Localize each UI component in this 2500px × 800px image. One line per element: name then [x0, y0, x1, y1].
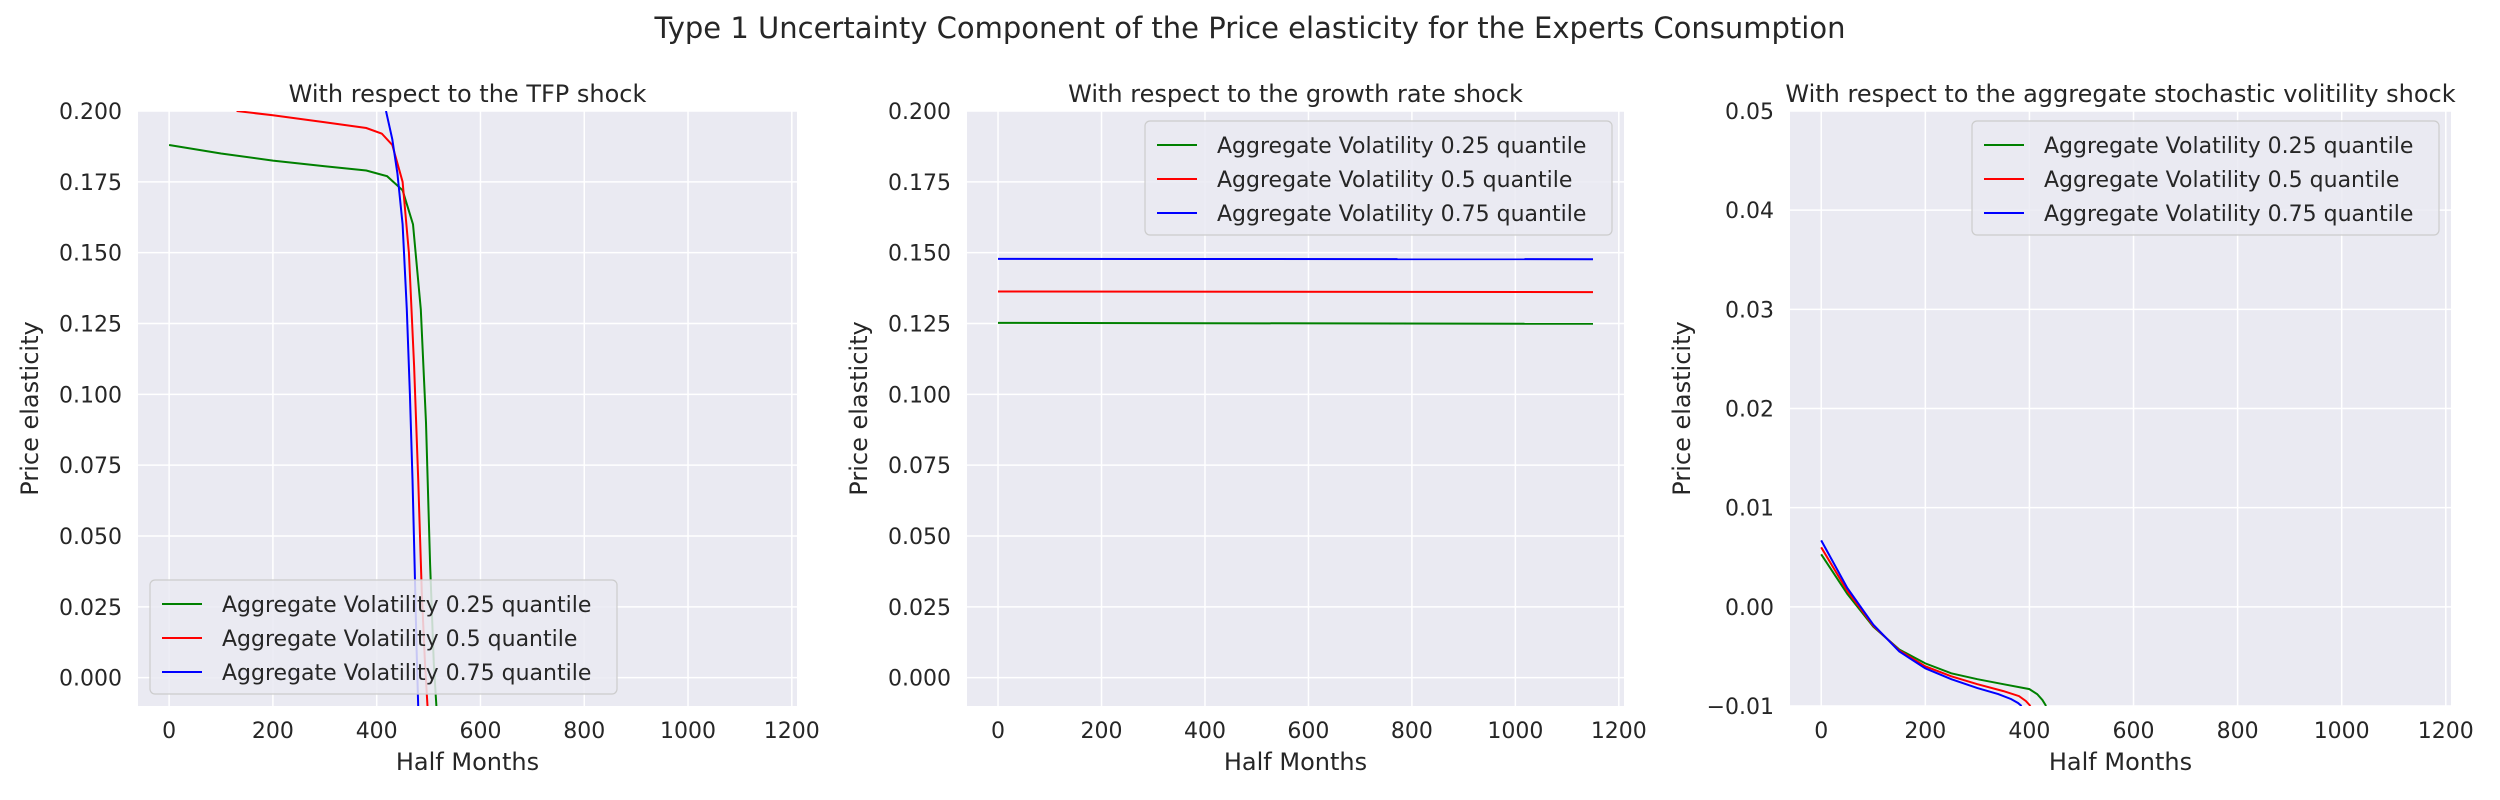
y-tick-label: 0.200 — [888, 100, 951, 125]
x-tick-label: 800 — [2217, 719, 2259, 744]
x-tick-label: 200 — [1081, 719, 1123, 744]
legend-entry: Aggregate Volatility 0.5 quantile — [222, 627, 577, 652]
y-axis-label: Price elasticity — [1668, 321, 1696, 495]
x-tick-label: 200 — [252, 719, 294, 744]
x-tick-label: 1000 — [1487, 719, 1543, 744]
y-tick-label: 0.075 — [888, 454, 951, 479]
figure-title: Type 1 Uncertainty Component of the Pric… — [654, 11, 1846, 45]
y-tick-label: 0.000 — [59, 667, 122, 692]
legend-entry: Aggregate Volatility 0.25 quantile — [2044, 134, 2413, 159]
legend-entry: Aggregate Volatility 0.25 quantile — [222, 593, 591, 618]
y-tick-label: 0.02 — [1725, 398, 1774, 423]
series-line — [997, 321, 1594, 325]
legend-entry: Aggregate Volatility 0.5 quantile — [1217, 168, 1572, 193]
y-tick-label: 0.100 — [59, 383, 122, 408]
y-tick-label: 0.050 — [888, 525, 951, 550]
y-tick-label: −0.01 — [1707, 695, 1774, 720]
x-tick-label: 600 — [2113, 719, 2155, 744]
y-tick-label: 0.04 — [1725, 199, 1774, 224]
y-axis-label: Price elasticity — [845, 321, 873, 495]
series-line — [1820, 539, 2023, 706]
x-tick-label: 1200 — [2418, 719, 2474, 744]
panel-volatility-shock: 0 200 400 600 800 1000 1200 −0.01 0.00 0.01 0.02 0.… — [1668, 80, 2474, 776]
x-tick-label: 1000 — [2314, 719, 2370, 744]
legend-entry: Aggregate Volatility 0.75 quantile — [222, 661, 591, 686]
y-tick-label: 0.150 — [888, 242, 951, 267]
x-tick-label: 0 — [162, 719, 176, 744]
y-tick-label: 0.100 — [888, 383, 951, 408]
x-tick-label: 400 — [356, 719, 398, 744]
panel-tfp-shock: 0 200 400 600 800 1000 1200 0.000 0.025 0.050 0.07… — [16, 80, 820, 776]
x-tick-label: 600 — [1287, 719, 1329, 744]
legend: Aggregate Volatility 0.25 quantile Aggreg… — [149, 579, 618, 695]
y-tick-label: 0.05 — [1725, 100, 1774, 125]
legend-entry: Aggregate Volatility 0.25 quantile — [1217, 134, 1586, 159]
y-tick-label: 0.01 — [1725, 497, 1774, 522]
x-axis-label: Half Months — [396, 748, 539, 776]
y-tick-label: 0.025 — [888, 596, 951, 621]
y-tick-label: 0.125 — [888, 313, 951, 338]
y-tick-label: 0.075 — [59, 454, 122, 479]
x-tick-label: 400 — [1184, 719, 1226, 744]
x-tick-label: 600 — [459, 719, 501, 744]
legend-entry: Aggregate Volatility 0.75 quantile — [2044, 202, 2413, 227]
x-tick-label: 800 — [1391, 719, 1433, 744]
y-tick-label: 0.000 — [888, 667, 951, 692]
x-tick-label: 200 — [1904, 719, 1946, 744]
y-tick-label: 0.050 — [59, 525, 122, 550]
legend-box — [1971, 120, 2440, 236]
y-tick-label: 0.025 — [59, 596, 122, 621]
y-tick-label: 0.200 — [59, 100, 122, 125]
y-tick-label: 0.03 — [1725, 298, 1774, 323]
y-tick-label: 0.00 — [1725, 596, 1774, 621]
y-tick-label: 0.150 — [59, 242, 122, 267]
x-axis-label: Half Months — [2049, 748, 2192, 776]
panel-growth-rate-shock: 0 200 400 600 800 1000 1200 0.000 0.025 0.050 0.07… — [845, 80, 1647, 776]
y-tick-label: 0.175 — [59, 171, 122, 196]
y-axis-label: Price elasticity — [16, 321, 44, 495]
panel-title: With respect to the TFP shock — [289, 80, 647, 108]
legend-entry: Aggregate Volatility 0.75 quantile — [1217, 202, 1586, 227]
x-tick-label: 0 — [1814, 719, 1828, 744]
legend-box — [149, 579, 618, 695]
x-tick-label: 1000 — [660, 719, 716, 744]
y-tick-label: 0.175 — [888, 171, 951, 196]
x-axis-label: Half Months — [1224, 748, 1367, 776]
legend-entry: Aggregate Volatility 0.5 quantile — [2044, 168, 2399, 193]
x-tick-label: 800 — [563, 719, 605, 744]
y-tick-label: 0.125 — [59, 313, 122, 338]
legend: Aggregate Volatility 0.25 quantile Aggreg… — [1971, 120, 2440, 236]
legend-box — [1144, 120, 1613, 236]
x-tick-label: 1200 — [764, 719, 820, 744]
series-line — [997, 290, 1594, 294]
x-tick-label: 1200 — [1591, 719, 1647, 744]
x-tick-label: 0 — [991, 719, 1005, 744]
panel-title: With respect to the growth rate shock — [1068, 80, 1523, 108]
x-tick-label: 400 — [2008, 719, 2050, 744]
panel-title: With respect to the aggregate stochastic… — [1785, 80, 2455, 108]
legend: Aggregate Volatility 0.25 quantile Aggreg… — [1144, 120, 1613, 236]
